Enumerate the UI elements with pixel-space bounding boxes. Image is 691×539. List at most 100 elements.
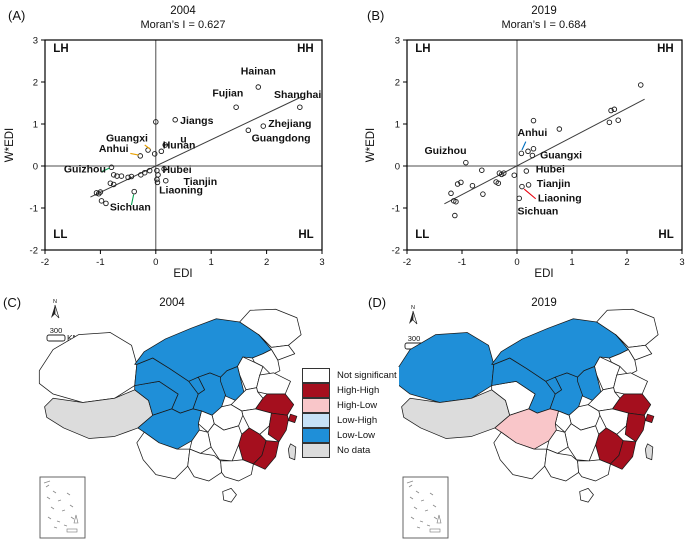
scatter-point — [529, 152, 536, 159]
x-tick-label: 2 — [624, 257, 629, 268]
y-tick-label: 3 — [33, 36, 38, 47]
scatter-point — [556, 126, 563, 132]
province-fujian — [253, 441, 278, 470]
scatter-point — [511, 172, 517, 178]
x-tick-label: -2 — [403, 257, 411, 268]
quadrant-label-hl: HL — [298, 229, 313, 241]
inset-island — [432, 504, 437, 508]
inset-island — [426, 524, 431, 527]
scatter-point — [495, 180, 502, 186]
scatter-point — [525, 148, 531, 155]
scatter-point — [125, 174, 131, 181]
province-zhejiang — [625, 413, 645, 442]
morans-i-value-2019: Moran’s I = 0.684 — [501, 19, 586, 31]
svg-text:300: 300 — [50, 326, 63, 335]
y-tick-label: -2 — [30, 246, 38, 257]
scatter-point — [98, 198, 105, 204]
scatter-point — [137, 153, 144, 159]
scatter-point — [107, 180, 114, 186]
north-arrow: N — [409, 305, 418, 325]
province-label: Hainan — [241, 65, 276, 77]
scatter-point — [608, 107, 614, 114]
province-label: Hubei — [536, 164, 565, 176]
scatter-point — [108, 164, 115, 171]
quadrant-label-lh: LH — [415, 43, 430, 55]
china-map — [39, 309, 301, 502]
y-tick-label: 0 — [33, 162, 38, 173]
province-taiwan — [288, 444, 295, 460]
y-tick-label: -2 — [392, 246, 400, 257]
panel-tag-b: (B) — [367, 8, 384, 23]
legend-label: High-High — [337, 384, 380, 396]
province-label: Guangxi — [540, 149, 582, 161]
x-tick-label: 3 — [679, 257, 684, 268]
legend-label: Not significant — [337, 369, 397, 381]
scatter-point — [155, 172, 161, 178]
inset-scale-bar — [429, 528, 441, 533]
province-label: Guizhou — [425, 145, 467, 157]
province-shanghai — [288, 414, 296, 422]
scatter-point — [255, 84, 262, 90]
label-leader — [130, 152, 139, 156]
inset-island — [56, 520, 61, 523]
plot-border — [44, 39, 323, 251]
map-legend: Not significant High-High High-Low Low-High… — [300, 367, 399, 459]
south-china-sea-inset-group — [402, 476, 449, 539]
inset-island — [61, 509, 66, 512]
province-shanghai — [645, 414, 653, 422]
province-label: Shanghai — [274, 89, 321, 101]
chart-title-2004: 2004 — [170, 5, 196, 17]
south-china-sea-inset — [402, 476, 449, 539]
north-arrow-right — [412, 310, 418, 325]
scatter-point — [480, 191, 486, 197]
scatter-point — [233, 104, 239, 110]
province-hainan — [223, 488, 237, 502]
scatter-point — [128, 173, 135, 180]
province-label: Zhejiang — [268, 118, 311, 130]
province-yunnan — [137, 432, 190, 479]
plot-area: -2 -1 0 1 2 3 -2 -1 0 1 2 3 LH HH LL HL Anhui Guangxi Guiz… — [392, 36, 685, 269]
scatter-point — [606, 119, 613, 126]
panel-tag-d: (D) — [368, 295, 386, 310]
south-china-sea-inset — [39, 476, 86, 539]
inset-island — [406, 480, 414, 484]
legend-label: No data — [337, 444, 371, 456]
label-leader — [521, 141, 527, 151]
scatter-point — [501, 170, 507, 176]
label-leader — [523, 188, 537, 200]
quadrant-label-lh: LH — [53, 43, 68, 55]
plot-area: -2 -1 0 1 2 3 -2 -1 0 1 2 3 LH HH LL HL Hainan Fujian Shan… — [30, 36, 325, 269]
province-label: Liaoning — [538, 193, 582, 205]
north-arrow-left — [51, 305, 55, 318]
svg-text:300: 300 — [408, 334, 421, 343]
scatter-point — [458, 179, 464, 186]
scatter-point — [297, 104, 303, 110]
inset-island — [43, 480, 51, 484]
x-tick-label: -1 — [458, 257, 466, 268]
map-title-2019: 2019 — [531, 297, 557, 309]
province-label: Tianjin — [537, 178, 571, 190]
inset-island — [409, 496, 414, 500]
inset-island — [57, 499, 62, 502]
inset-island — [47, 516, 52, 520]
north-arrow-right — [54, 304, 60, 319]
scatter-point — [615, 117, 621, 123]
inset-island — [45, 484, 50, 488]
scatter-point — [97, 189, 104, 195]
inset-island — [70, 516, 75, 520]
panel-tag-a: (A) — [8, 8, 25, 23]
scatter-point — [172, 117, 178, 123]
scatter-point — [611, 106, 618, 113]
inset-island — [433, 516, 438, 520]
lisa-map-2019: (D) 2019 N 300 KM — [368, 295, 691, 539]
north-arrow: N — [51, 299, 60, 319]
legend-label: High-Low — [337, 399, 378, 411]
scatter-point — [245, 127, 252, 134]
province-label: Anhui — [99, 143, 129, 155]
legend-swatch-low-high — [302, 412, 330, 428]
province-guangdong — [578, 460, 611, 481]
label-leader — [144, 144, 151, 150]
province-taiwan — [645, 444, 652, 460]
scatter-point — [463, 159, 469, 166]
province-shandong — [614, 373, 648, 394]
